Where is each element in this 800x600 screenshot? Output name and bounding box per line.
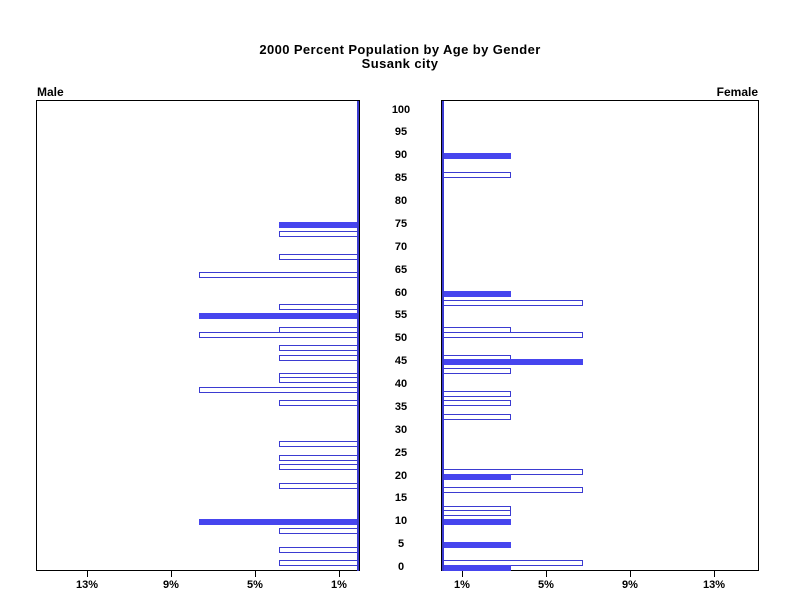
female-age-60-bar (442, 290, 511, 297)
male-age-68-bar (279, 253, 359, 260)
male-age-1-bar (279, 560, 359, 567)
male-age-22-bar (279, 464, 359, 471)
female-age-5-bar (442, 542, 511, 549)
age-tick-label: 30 (394, 423, 408, 436)
female-age-17-bar (442, 487, 583, 494)
male-age-36-bar (279, 400, 359, 407)
female-pct-tick-label: 13% (702, 579, 726, 591)
female-pct-tick (545, 571, 547, 577)
age-tick-label: 20 (394, 469, 408, 482)
male-age-4-bar (279, 546, 359, 553)
female-age-51-bar (442, 331, 583, 338)
male-age-41-bar (279, 377, 359, 384)
female-pct-tick-label: 5% (538, 579, 554, 591)
female-pct-tick-label: 9% (622, 579, 638, 591)
age-tick-label: 90 (394, 149, 408, 162)
chart-subtitle: Susank city (361, 56, 439, 71)
age-tick-label: 55 (394, 309, 408, 322)
age-tick-label: 35 (394, 400, 408, 413)
female-age-20-bar (442, 473, 511, 480)
male-panel (36, 100, 360, 571)
female-age-33-bar (442, 414, 511, 421)
male-age-64-bar (199, 272, 359, 279)
age-tick-label: 95 (394, 126, 408, 139)
female-panel (441, 100, 759, 571)
male-age-73-bar (279, 231, 359, 238)
age-tick-label: 60 (394, 286, 408, 299)
female-age-43-bar (442, 368, 511, 375)
male-age-39-bar (199, 386, 359, 393)
female-axis-spine (442, 101, 444, 571)
male-age-10-bar (199, 519, 359, 526)
chart-title: 2000 Percent Population by Age by Gender (259, 42, 541, 57)
female-age-38-bar (442, 391, 511, 398)
age-tick-label: 5 (397, 538, 405, 551)
age-tick-label: 25 (394, 446, 408, 459)
female-pct-tick (629, 571, 631, 577)
male-pct-tick (338, 571, 340, 577)
male-pct-tick (170, 571, 172, 577)
male-age-18-bar (279, 482, 359, 489)
age-tick-label: 75 (394, 217, 408, 230)
male-age-46-bar (279, 354, 359, 361)
age-tick-label: 10 (394, 515, 408, 528)
age-tick-label: 65 (394, 263, 408, 276)
age-tick-label: 50 (394, 332, 408, 345)
female-panel-label: Female (716, 85, 758, 99)
female-pct-tick (713, 571, 715, 577)
male-age-8-bar (279, 528, 359, 535)
female-age-36-bar (442, 400, 511, 407)
male-age-51-bar (199, 331, 359, 338)
female-age-86-bar (442, 171, 511, 178)
female-pct-tick (461, 571, 463, 577)
male-axis-spine (357, 101, 359, 571)
female-pct-tick-label: 1% (454, 579, 470, 591)
male-age-75-bar (279, 221, 359, 228)
age-tick-label: 85 (394, 172, 408, 185)
age-tick-label: 45 (394, 355, 408, 368)
age-tick-label: 15 (394, 492, 408, 505)
male-pct-tick-label: 5% (247, 579, 263, 591)
male-age-24-bar (279, 455, 359, 462)
male-age-27-bar (279, 441, 359, 448)
female-age-12-bar (442, 510, 511, 517)
age-tick-label: 80 (394, 195, 408, 207)
male-panel-label: Male (37, 85, 64, 99)
male-pct-tick (86, 571, 88, 577)
female-age-45-bar (442, 359, 583, 366)
age-tick-label: 40 (394, 378, 408, 390)
age-tick-label: 100 (391, 103, 411, 116)
male-pct-tick (254, 571, 256, 577)
female-age-90-bar (442, 153, 511, 160)
male-age-57-bar (279, 304, 359, 311)
male-age-48-bar (279, 345, 359, 352)
male-pct-tick-label: 1% (331, 579, 347, 591)
male-pct-tick-label: 9% (163, 579, 179, 591)
male-age-55-bar (199, 313, 359, 320)
female-age-0-bar (442, 565, 511, 571)
age-tick-label: 0 (397, 561, 405, 573)
male-pct-tick-label: 13% (75, 579, 99, 591)
female-age-58-bar (442, 299, 583, 306)
age-tick-label: 70 (394, 240, 408, 253)
female-age-10-bar (442, 519, 511, 526)
